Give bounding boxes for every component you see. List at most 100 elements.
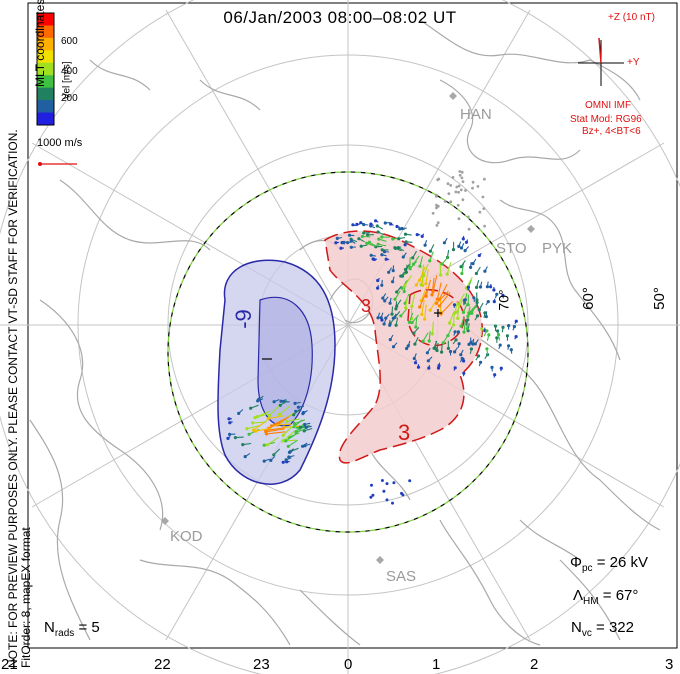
unused-data-point [464,189,467,192]
vector-line [461,263,465,274]
unused-data-point [461,180,465,184]
station-sto: STO [496,240,527,257]
vector-line [304,422,311,426]
imf-condition: Bz+, 4<BT<6 [582,126,641,137]
vector-line [480,328,483,337]
colorbar-segment [37,75,54,89]
vector-line [235,436,244,439]
scale-dot [38,162,42,166]
vector-line [507,345,510,350]
vector-line [478,362,482,367]
vector-line [459,358,463,363]
vector-line [456,331,459,336]
scale-label: 1000 m/s [37,137,83,149]
imf-right-label: +Y [627,57,640,68]
vector-line [279,405,291,415]
vector-line [392,313,397,319]
vector-line [382,293,387,299]
vector-line [279,400,288,406]
vector-line [472,338,475,345]
data-point [385,498,389,502]
vector-line [419,266,426,281]
vector-line [460,349,464,355]
vector-line [396,299,402,307]
colorbar-segment [37,37,54,51]
station-markers [161,92,535,564]
vector-line [377,285,379,289]
vector-line [498,344,501,349]
lat-label-50: 50° [650,287,668,310]
lat-label-70: 70° [495,289,512,311]
vector-line [436,290,449,304]
vector-line [351,240,356,244]
colorbar-segment [37,13,54,26]
vector-line [446,262,452,275]
vector-line [419,291,428,308]
imf-vector [598,37,602,64]
vector-line [383,318,387,325]
unused-data-point [471,186,474,190]
vector-line [238,409,244,414]
page-title: 06/Jan/2003 08:00–08:02 UT [223,8,457,27]
vector-line [420,272,425,286]
unused-data-point [466,215,470,219]
vector-line [413,353,417,359]
unused-data-point [436,221,440,225]
data-point [369,495,373,499]
vector-line [280,399,287,402]
vector-line [369,241,377,247]
vector-line [270,456,276,461]
contour-label-pos-top: 3 [361,296,372,316]
vector-line [493,374,496,378]
vector-line [425,279,432,297]
vector-line [352,224,356,227]
vector-line [443,237,448,244]
unused-data-point [455,185,459,189]
vector-line [486,334,490,341]
vector-line [429,251,434,262]
vector-line [265,428,285,433]
colorbar-segment [37,112,54,126]
vector-line [268,415,285,420]
vector-line [405,295,409,308]
vector-line [494,294,498,299]
vector-line [405,233,412,236]
vector-line [470,262,472,268]
vector-line [486,348,489,355]
vector-line [463,322,466,333]
vector-line [438,362,441,366]
vector-line [390,223,394,226]
unused-data-point [457,190,460,194]
vector-line [474,339,479,345]
hm-boundary-overlay [167,171,529,533]
vector-line [434,340,437,349]
colorbar [37,13,54,126]
positive-convection-cell [324,230,483,464]
colorbar-segment [37,25,54,39]
vector-line [415,316,418,328]
colorbar-segment [37,50,54,64]
mlt-tick-0: 0 [344,656,353,673]
colorbar-tick-400: 400 [61,66,78,77]
vector-line [283,461,287,463]
vector-line [273,448,281,456]
unused-data-point [456,203,460,207]
vector-line [394,311,401,318]
vector-line [411,294,416,307]
vector-line [484,354,489,360]
vector-line [425,269,429,284]
vector-line [468,305,477,314]
vector-line [453,367,456,371]
lat-label-60: 60° [579,287,597,310]
vector-line [456,300,463,313]
unused-data-point [460,176,464,180]
vector-origin [347,233,352,237]
vector-line [411,314,420,323]
vector-line [424,304,427,320]
vector-line [414,359,417,363]
vector-line [378,238,387,242]
vector-line [412,255,420,265]
vector-line [268,405,280,416]
vector-line [462,302,468,313]
